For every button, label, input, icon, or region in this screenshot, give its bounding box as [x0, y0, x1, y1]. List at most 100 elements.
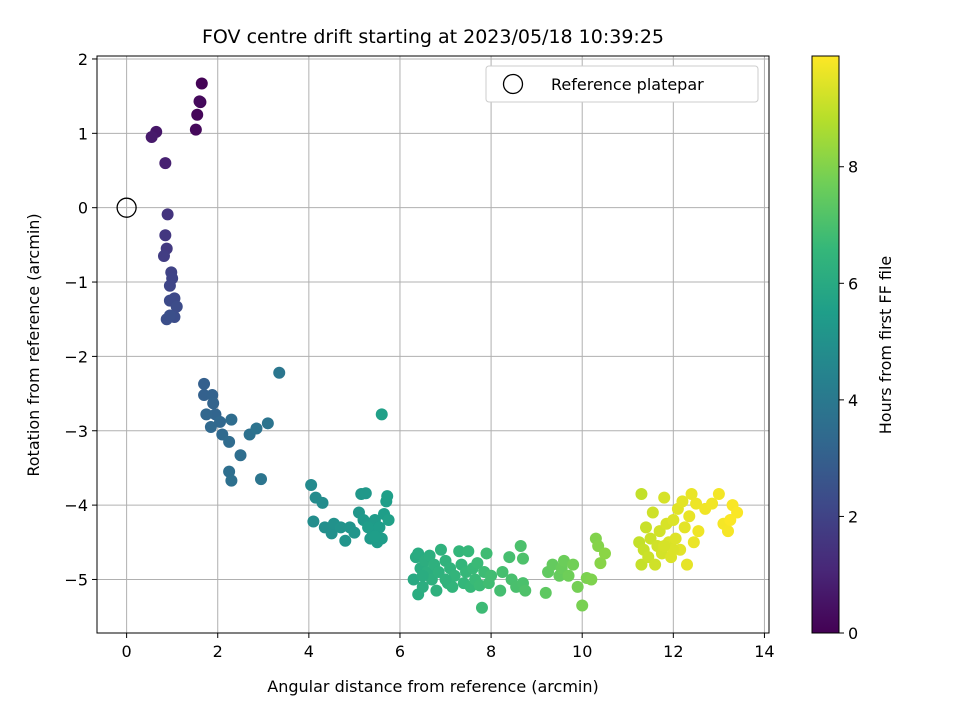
y-tick-label: 2 — [78, 50, 88, 69]
data-point — [448, 569, 461, 582]
colorbar-tick-label: 0 — [848, 624, 858, 643]
data-point — [462, 545, 475, 558]
data-point — [307, 515, 320, 528]
data-point — [434, 543, 447, 556]
data-point — [223, 435, 236, 448]
data-point — [359, 487, 372, 500]
chart-title: FOV centre drift starting at 2023/05/18 … — [202, 26, 664, 48]
data-point — [430, 584, 443, 597]
data-point — [658, 491, 671, 504]
data-point — [381, 490, 394, 503]
data-point — [712, 487, 725, 500]
y-tick-label: −3 — [64, 422, 88, 441]
data-point — [198, 389, 211, 402]
colorbar-tick-label: 2 — [848, 507, 858, 526]
data-point — [475, 601, 488, 614]
y-tick-label: 1 — [78, 124, 88, 143]
colorbar-tick-label: 8 — [848, 158, 858, 177]
data-point — [721, 525, 734, 538]
data-point — [255, 473, 268, 486]
data-point — [225, 413, 238, 426]
y-tick-label: −2 — [64, 347, 88, 366]
data-point — [496, 566, 509, 579]
data-point — [598, 547, 611, 560]
data-point — [585, 573, 598, 586]
data-point — [567, 558, 580, 571]
data-point — [473, 579, 486, 592]
data-point — [250, 422, 263, 435]
data-point — [485, 569, 498, 582]
data-point — [193, 95, 206, 108]
data-point — [680, 558, 693, 571]
data-point — [683, 510, 696, 523]
data-point — [576, 599, 589, 612]
data-point — [339, 534, 352, 547]
legend-reference-marker — [502, 73, 524, 95]
data-point — [692, 525, 705, 538]
data-point — [649, 558, 662, 571]
y-tick-label: −5 — [64, 570, 88, 589]
data-point — [416, 569, 429, 582]
data-point — [516, 552, 529, 565]
data-point — [159, 157, 172, 170]
colorbar-tick-label: 6 — [848, 274, 858, 293]
data-point — [234, 449, 247, 462]
data-point — [724, 513, 737, 526]
data-point — [334, 521, 347, 534]
data-point — [706, 497, 719, 510]
data-point — [687, 536, 700, 549]
grid — [97, 56, 769, 633]
data-point — [170, 300, 183, 313]
x-axis-ticks: 0 2 4 6 8 10 12 14 — [122, 633, 775, 661]
colorbar-ticks: 0 2 4 6 8 — [839, 158, 858, 643]
data-point — [439, 573, 452, 586]
data-point — [157, 250, 170, 263]
x-tick-label: 8 — [486, 642, 496, 661]
data-point — [207, 397, 220, 410]
data-point — [407, 573, 420, 586]
data-point — [685, 487, 698, 500]
data-point — [635, 487, 648, 500]
data-point — [145, 131, 158, 144]
data-point — [676, 495, 689, 508]
y-tick-label: −1 — [64, 273, 88, 292]
data-point — [214, 415, 227, 428]
data-point — [316, 496, 329, 509]
data-point — [261, 417, 274, 430]
data-point — [362, 521, 375, 534]
data-point — [198, 377, 211, 390]
y-axis-ticks: −5 −4 −3 −2 −1 0 1 2 — [64, 50, 97, 589]
legend-label-reference: Reference platepar — [551, 75, 704, 94]
data-point — [423, 549, 436, 562]
data-point — [368, 530, 381, 543]
data-point — [375, 408, 388, 421]
x-tick-label: 14 — [754, 642, 774, 661]
data-point — [519, 584, 532, 597]
data-point — [480, 547, 493, 560]
x-tick-label: 2 — [213, 642, 223, 661]
data-point — [669, 532, 682, 545]
reference-marker-group — [116, 197, 137, 218]
data-points — [145, 77, 744, 614]
data-point — [514, 540, 527, 553]
data-point — [658, 540, 671, 553]
data-point — [159, 229, 172, 242]
data-point — [639, 521, 652, 534]
data-point — [678, 521, 691, 534]
x-axis-label: Angular distance from reference (arcmin) — [267, 677, 598, 696]
data-point — [225, 474, 238, 487]
data-point — [667, 513, 680, 526]
data-point — [189, 123, 202, 136]
data-point — [453, 545, 466, 558]
x-tick-label: 6 — [395, 642, 405, 661]
data-point — [667, 543, 680, 556]
colorbar-gradient — [811, 55, 840, 634]
data-point — [348, 526, 361, 539]
data-point — [273, 366, 286, 379]
data-point — [382, 513, 395, 526]
y-axis-label: Rotation from reference (arcmin) — [24, 213, 43, 476]
x-tick-label: 0 — [122, 642, 132, 661]
